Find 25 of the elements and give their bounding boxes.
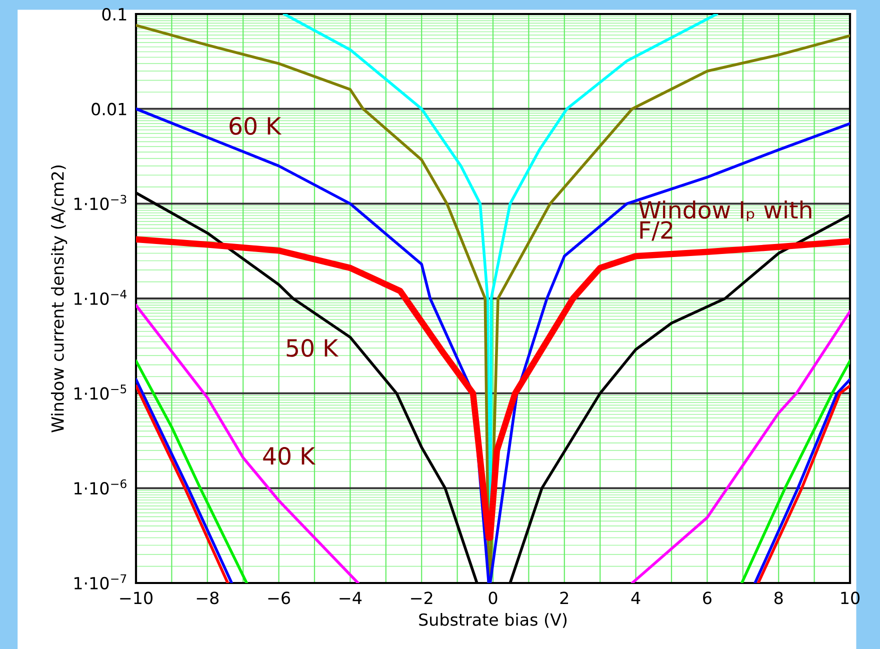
x-tick-label: −2 bbox=[411, 592, 432, 604]
y-tick-label: 0.1 bbox=[102, 8, 126, 21]
y-tick-label: 1·10$^{−6}$ bbox=[74, 479, 126, 495]
line-series bbox=[136, 304, 360, 583]
x-tick-label: 10 bbox=[841, 592, 860, 604]
x-tick-label: −4 bbox=[340, 592, 362, 604]
x-tick-label: −6 bbox=[268, 592, 290, 604]
y-tick-label: 1·10$^{−7}$ bbox=[74, 574, 126, 590]
y-tick-label: 0.01 bbox=[92, 102, 126, 116]
y-tick-label: 1·10$^{−4}$ bbox=[74, 290, 126, 305]
annotation: 50 K bbox=[286, 338, 339, 357]
y-tick-label: 1·10$^{−5}$ bbox=[74, 384, 126, 400]
line-series bbox=[630, 310, 850, 583]
line-series bbox=[136, 359, 248, 583]
x-tick-label: 4 bbox=[631, 592, 640, 604]
y-axis-title: Window current density (A/cm2) bbox=[50, 166, 68, 432]
x-tick-label: 0 bbox=[488, 592, 498, 604]
y-tick-label: 1·10$^{−3}$ bbox=[74, 194, 126, 210]
x-tick-label: −8 bbox=[196, 592, 219, 604]
x-tick-label: 6 bbox=[703, 592, 712, 604]
x-tick-label: 2 bbox=[560, 592, 568, 604]
x-tick-label: −10 bbox=[120, 592, 152, 604]
x-tick-label: 8 bbox=[774, 592, 783, 604]
x-axis-title: Substrate bias (V) bbox=[419, 613, 567, 628]
line-series bbox=[740, 359, 850, 583]
